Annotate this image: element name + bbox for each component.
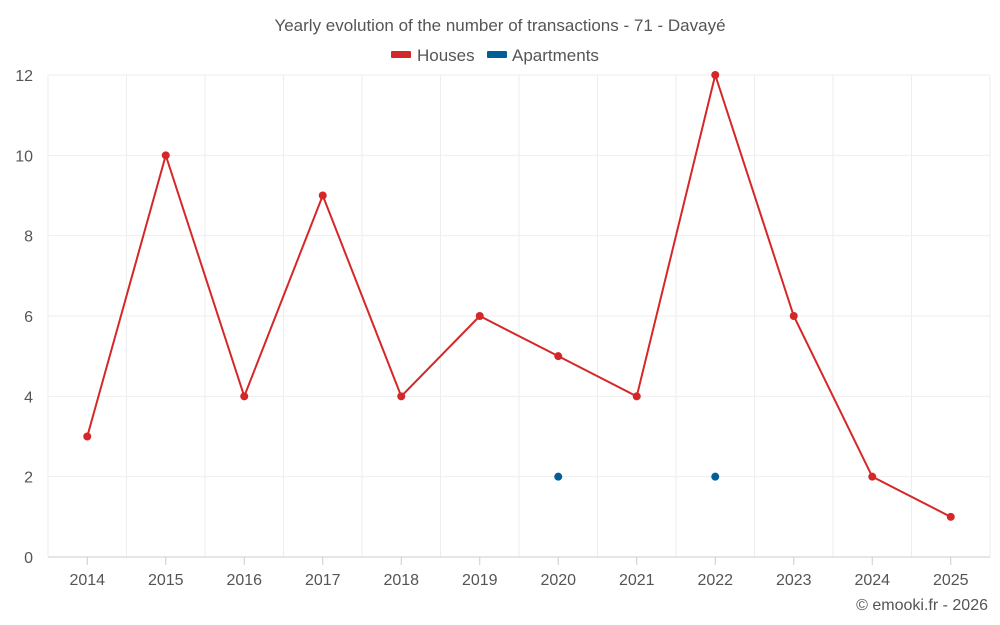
series <box>83 71 955 521</box>
credit-text: © emooki.fr - 2026 <box>856 597 988 614</box>
x-tick-label: 2018 <box>383 572 419 589</box>
y-tick-label: 4 <box>24 389 33 406</box>
houses-point <box>397 392 406 401</box>
x-tick-label: 2019 <box>462 572 498 589</box>
houses-point <box>632 392 641 401</box>
x-tick-label: 2025 <box>933 572 969 589</box>
axes: 0 2 4 6 8 10 12 2014 2015 2016 2017 2018 2019 2020 202… <box>15 68 990 589</box>
x-tick-label: 2021 <box>619 572 655 589</box>
x-tick-label: 2022 <box>697 572 733 589</box>
apartments-point <box>554 472 563 481</box>
houses-point <box>789 312 798 320</box>
houses-point <box>475 312 484 320</box>
x-tick-label: 2020 <box>540 572 576 589</box>
grid <box>47 74 991 557</box>
houses-point <box>868 472 877 481</box>
x-tick-label: 2023 <box>776 572 812 589</box>
x-tick-label: 2024 <box>854 572 890 589</box>
chart-title: Yearly evolution of the number of transa… <box>274 16 725 35</box>
y-tick-label: 2 <box>24 470 33 487</box>
houses-point <box>318 191 327 200</box>
y-tick-label: 8 <box>24 229 33 246</box>
houses-line <box>86 71 952 518</box>
y-tick-label: 0 <box>24 550 33 567</box>
x-tick-label: 2015 <box>148 572 184 589</box>
houses-legend-label: Houses <box>417 46 475 65</box>
y-tick-label: 6 <box>24 309 33 326</box>
x-tick-label: 2016 <box>226 572 262 589</box>
apartments-legend-label: Apartments <box>512 46 599 65</box>
apartments-point <box>711 472 720 481</box>
houses-point <box>83 432 92 441</box>
legend: Houses Apartments <box>391 46 599 65</box>
houses-point <box>240 392 249 401</box>
y-tick-label: 12 <box>15 68 33 85</box>
houses-point <box>711 71 720 79</box>
houses-point <box>161 151 170 160</box>
houses-point <box>946 512 955 521</box>
apartments-legend-swatch <box>487 51 507 58</box>
x-tick-label: 2014 <box>69 572 105 589</box>
x-tick-label: 2017 <box>305 572 341 589</box>
houses-point <box>554 352 563 361</box>
houses-legend-swatch <box>391 51 411 58</box>
y-tick-label: 10 <box>15 148 33 165</box>
